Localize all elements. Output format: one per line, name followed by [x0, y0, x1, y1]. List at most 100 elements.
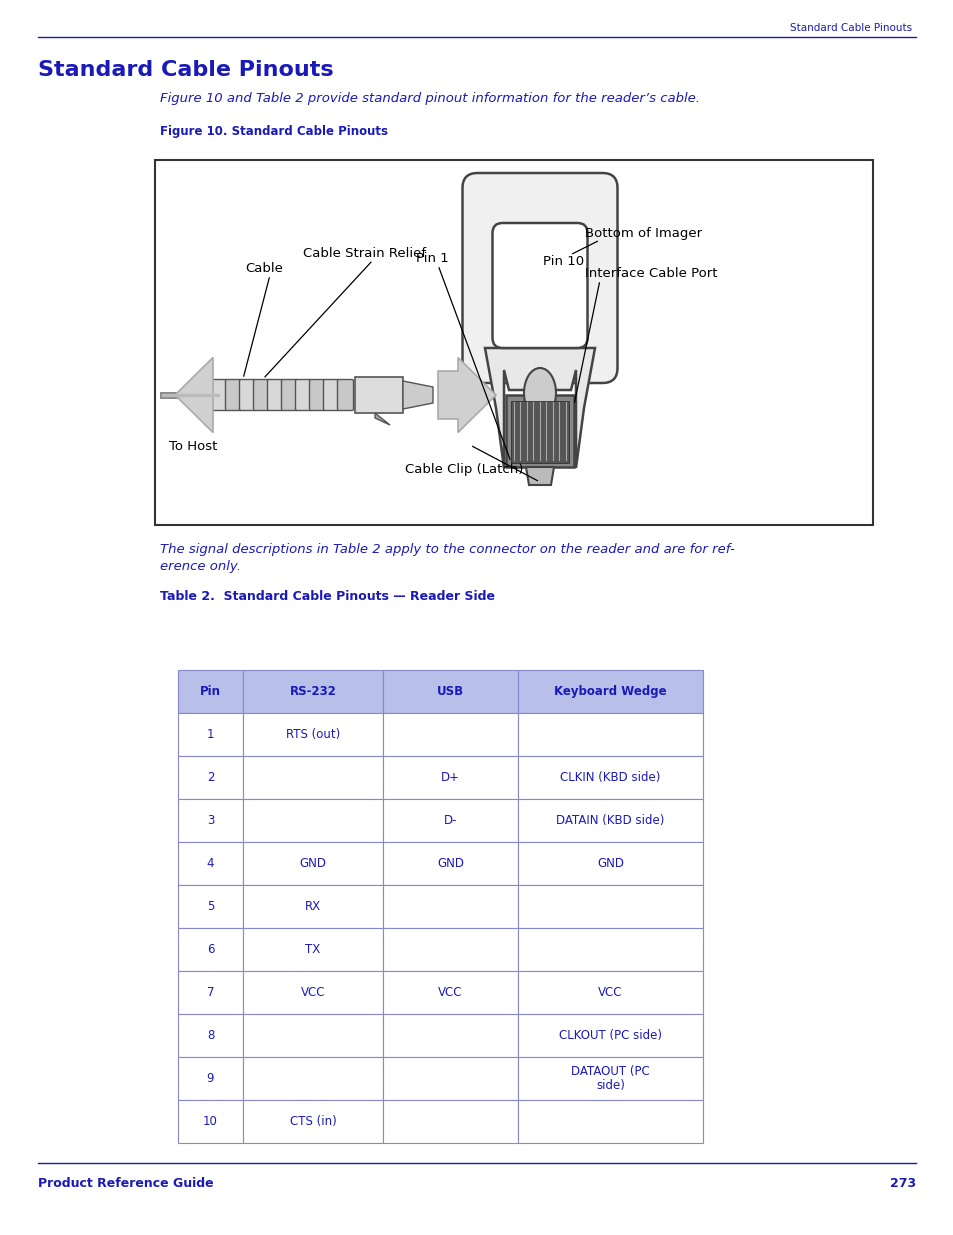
Bar — [511, 401, 568, 463]
Bar — [382, 927, 517, 971]
FancyBboxPatch shape — [267, 379, 283, 410]
Bar — [382, 842, 517, 885]
Bar — [178, 713, 243, 756]
Text: 1: 1 — [207, 727, 214, 741]
Text: Cable Strain Relief: Cable Strain Relief — [303, 247, 426, 261]
Text: CLKIN (KBD side): CLKIN (KBD side) — [559, 771, 660, 784]
Text: 6: 6 — [207, 944, 214, 956]
Text: VCC: VCC — [598, 986, 622, 999]
Text: RX: RX — [305, 900, 321, 913]
Text: 10: 10 — [203, 1115, 217, 1128]
FancyBboxPatch shape — [212, 379, 227, 410]
FancyBboxPatch shape — [225, 379, 241, 410]
Bar — [517, 885, 702, 927]
Bar — [517, 842, 702, 885]
Bar — [517, 1100, 702, 1144]
FancyBboxPatch shape — [295, 379, 312, 410]
Text: CTS (in): CTS (in) — [290, 1115, 336, 1128]
Text: CLKOUT (PC side): CLKOUT (PC side) — [558, 1029, 661, 1042]
Text: VCC: VCC — [437, 986, 462, 999]
FancyBboxPatch shape — [281, 379, 297, 410]
Bar — [355, 377, 402, 412]
FancyBboxPatch shape — [323, 379, 339, 410]
Bar — [243, 927, 382, 971]
Bar — [517, 671, 702, 713]
FancyBboxPatch shape — [239, 379, 255, 410]
Bar — [505, 395, 574, 467]
Text: RS-232: RS-232 — [290, 685, 336, 698]
FancyBboxPatch shape — [462, 173, 617, 383]
Text: Bottom of Imager: Bottom of Imager — [584, 227, 701, 240]
Polygon shape — [525, 467, 554, 485]
Text: GND: GND — [597, 857, 623, 869]
Bar — [178, 971, 243, 1014]
Bar — [154, 161, 872, 525]
Bar — [243, 971, 382, 1014]
Text: Figure 10 and Table 2 provide standard pinout information for the reader’s cable: Figure 10 and Table 2 provide standard p… — [160, 91, 700, 105]
Bar — [178, 799, 243, 842]
FancyBboxPatch shape — [492, 224, 587, 348]
Bar — [178, 1014, 243, 1057]
Bar — [243, 756, 382, 799]
FancyArrow shape — [437, 357, 496, 432]
Bar — [382, 885, 517, 927]
Bar — [382, 713, 517, 756]
Bar — [382, 1057, 517, 1100]
Text: 5: 5 — [207, 900, 214, 913]
Text: Table 2.  Standard Cable Pinouts — Reader Side: Table 2. Standard Cable Pinouts — Reader… — [160, 590, 495, 603]
Bar — [178, 927, 243, 971]
Bar — [243, 885, 382, 927]
Text: Figure 10. Standard Cable Pinouts: Figure 10. Standard Cable Pinouts — [160, 125, 388, 138]
Text: D-: D- — [443, 814, 456, 827]
Text: 4: 4 — [207, 857, 214, 869]
Text: RTS (out): RTS (out) — [286, 727, 340, 741]
Text: USB: USB — [436, 685, 463, 698]
FancyArrow shape — [174, 357, 213, 432]
Text: GND: GND — [436, 857, 463, 869]
Text: 273: 273 — [889, 1177, 915, 1191]
Text: Pin: Pin — [200, 685, 221, 698]
Text: GND: GND — [299, 857, 326, 869]
Bar — [517, 799, 702, 842]
Text: Product Reference Guide: Product Reference Guide — [38, 1177, 213, 1191]
Bar — [243, 1057, 382, 1100]
Bar — [382, 1100, 517, 1144]
Bar — [178, 842, 243, 885]
Text: VCC: VCC — [300, 986, 325, 999]
Text: The signal descriptions in Table 2 apply to the connector on the reader and are : The signal descriptions in Table 2 apply… — [160, 543, 734, 556]
Text: 8: 8 — [207, 1029, 214, 1042]
Text: Cable Clip (Latch): Cable Clip (Latch) — [405, 463, 523, 475]
FancyBboxPatch shape — [337, 379, 354, 410]
Bar — [382, 1014, 517, 1057]
Bar — [382, 799, 517, 842]
Bar — [243, 842, 382, 885]
Bar — [243, 799, 382, 842]
Text: 7: 7 — [207, 986, 214, 999]
Bar — [243, 713, 382, 756]
Text: To Host: To Host — [169, 441, 217, 453]
Text: Standard Cable Pinouts: Standard Cable Pinouts — [38, 61, 334, 80]
Text: Standard Cable Pinouts: Standard Cable Pinouts — [789, 23, 911, 33]
Bar — [178, 671, 243, 713]
Text: 9: 9 — [207, 1072, 214, 1086]
Text: Pin 10: Pin 10 — [542, 254, 583, 268]
Text: erence only.: erence only. — [160, 559, 241, 573]
FancyBboxPatch shape — [253, 379, 269, 410]
Bar — [178, 885, 243, 927]
Text: Cable: Cable — [245, 262, 283, 275]
Text: TX: TX — [305, 944, 320, 956]
Text: Keyboard Wedge: Keyboard Wedge — [554, 685, 666, 698]
Text: D+: D+ — [440, 771, 459, 784]
Bar — [517, 756, 702, 799]
Bar — [382, 756, 517, 799]
Text: 2: 2 — [207, 771, 214, 784]
Polygon shape — [375, 412, 390, 425]
Text: DATAIN (KBD side): DATAIN (KBD side) — [556, 814, 664, 827]
Bar — [517, 713, 702, 756]
Bar — [382, 671, 517, 713]
Bar — [178, 1100, 243, 1144]
Text: Pin 1: Pin 1 — [416, 252, 448, 266]
Text: Interface Cable Port: Interface Cable Port — [584, 267, 717, 280]
Text: 3: 3 — [207, 814, 214, 827]
Bar — [517, 1014, 702, 1057]
